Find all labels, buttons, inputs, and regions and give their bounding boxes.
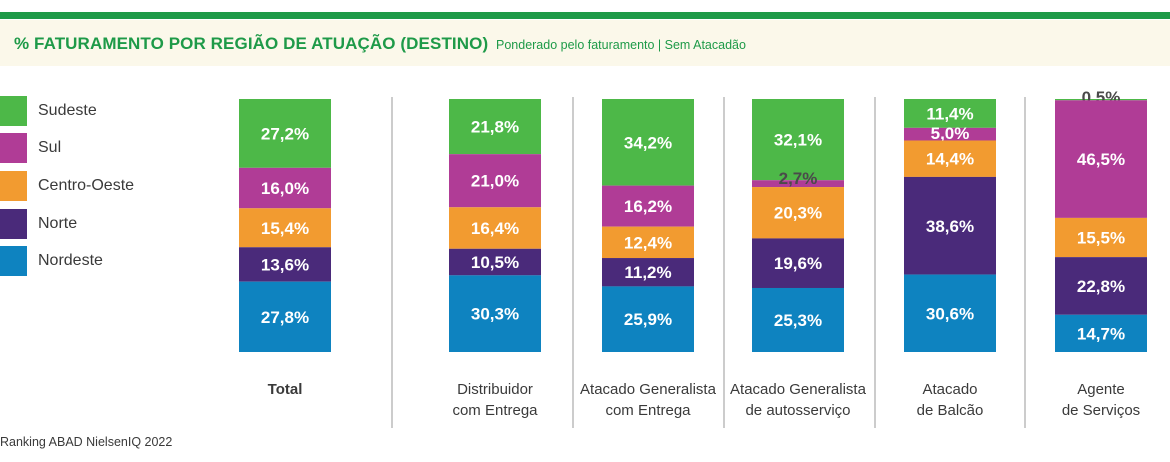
bar-segment-centro-oeste-atacado-generalista-com-entrega [602, 226, 694, 259]
bar-segment-centro-oeste-agente-de-servicos [1055, 217, 1147, 258]
data-label-nordeste-distribuidor-com-entrega: 30,3% [471, 305, 519, 324]
category-label-atacado-de-balcao-line-1: Atacado [922, 381, 977, 398]
data-label-sul-agente-de-servicos: 46,5% [1077, 150, 1125, 169]
chart-subtitle: Ponderado pelo faturamento | Sem Atacadã… [496, 38, 746, 52]
data-label-norte-atacado-generalista-com-entrega: 11,2% [624, 263, 671, 282]
legend-swatch-nordeste [0, 246, 27, 276]
data-label-nordeste-atacado-de-balcao: 30,6% [926, 304, 974, 323]
category-label-atacado-de-balcao-line-2: de Balcão [917, 402, 984, 419]
data-label-centro-oeste-atacado-generalista-com-entrega: 12,4% [624, 233, 672, 252]
legend-item-centro-oeste: Centro-Oeste [0, 171, 200, 201]
data-label-centro-oeste-total: 15,4% [261, 219, 309, 238]
top-accent-bar [0, 12, 1170, 19]
legend-label-nordeste: Nordeste [38, 252, 103, 269]
data-label-sudeste-atacado-generalista-de-autosservico: 32,1% [774, 131, 822, 150]
data-label-sul-distribuidor-com-entrega: 21,0% [471, 172, 519, 191]
header-band [0, 20, 1170, 66]
legend-item-norte: Norte [0, 209, 200, 239]
bar-segment-sudeste-distribuidor-com-entrega [449, 99, 541, 155]
category-label-atacado-generalista-de-autosservico-line-2: de autosserviço [745, 402, 850, 419]
data-label-nordeste-atacado-generalista-com-entrega: 25,9% [624, 310, 672, 329]
legend-swatch-sul [0, 133, 27, 163]
legend-swatch-sudeste [0, 96, 27, 126]
bar-segment-sul-total [239, 167, 331, 209]
category-label-atacado-generalista-de-autosservico-line-1: Atacado Generalista [730, 381, 867, 398]
data-label-centro-oeste-distribuidor-com-entrega: 16,4% [471, 219, 519, 238]
data-label-nordeste-atacado-generalista-de-autosservico: 25,3% [774, 311, 822, 330]
bar-segment-sudeste-atacado-de-balcao [904, 99, 996, 128]
legend-label-sudeste: Sudeste [38, 102, 97, 119]
bar-segment-centro-oeste-total [239, 208, 331, 248]
bar-segment-norte-agente-de-servicos [1055, 257, 1147, 315]
bar-segment-sudeste-atacado-generalista-de-autosservico [752, 99, 844, 181]
bar-segment-centro-oeste-atacado-generalista-de-autosservico [752, 187, 844, 239]
bar-segment-sul-distribuidor-com-entrega [449, 154, 541, 208]
data-label-sul-atacado-de-balcao: 5,0% [931, 124, 970, 143]
data-label-norte-distribuidor-com-entrega: 10,5% [471, 253, 519, 272]
category-label-atacado-generalista-com-entrega-line-2: com Entrega [605, 402, 691, 419]
bar-segment-nordeste-atacado-generalista-de-autosservico [752, 287, 844, 352]
legend-swatch-norte [0, 209, 27, 239]
bar-segment-nordeste-distribuidor-com-entrega [449, 275, 541, 352]
data-label-sudeste-distribuidor-com-entrega: 21,8% [471, 118, 519, 137]
data-label-sudeste-atacado-de-balcao: 11,4% [926, 104, 973, 123]
data-label-sul-atacado-generalista-com-entrega: 16,2% [624, 197, 672, 216]
bar-segment-nordeste-total [239, 281, 331, 352]
bar-segment-norte-atacado-generalista-de-autosservico [752, 238, 844, 288]
category-label-agente-de-servicos-line-2: de Serviços [1062, 402, 1140, 419]
category-label-atacado-generalista-com-entrega-line-1: Atacado Generalista [580, 381, 717, 398]
bar-segment-norte-atacado-de-balcao [904, 176, 996, 275]
data-label-norte-agente-de-servicos: 22,8% [1077, 277, 1125, 296]
legend-item-sul: Sul [0, 133, 200, 163]
bar-segment-sudeste-agente-de-servicos [1055, 99, 1147, 101]
legend-swatch-centro-oeste [0, 171, 27, 201]
data-label-norte-atacado-generalista-de-autosservico: 19,6% [774, 254, 822, 273]
bar-segment-nordeste-atacado-de-balcao [904, 274, 996, 352]
bar-segment-centro-oeste-distribuidor-com-entrega [449, 207, 541, 249]
bar-segment-sul-atacado-generalista-com-entrega [602, 185, 694, 227]
bar-segment-norte-distribuidor-com-entrega [449, 248, 541, 276]
bar-segment-sudeste-total [239, 99, 331, 168]
data-label-nordeste-total: 27,8% [261, 308, 309, 327]
legend-item-nordeste: Nordeste [0, 246, 200, 276]
category-label-distribuidor-com-entrega-line-2: com Entrega [452, 402, 538, 419]
bar-segment-sul-atacado-de-balcao [904, 127, 996, 141]
legend-item-sudeste: Sudeste [0, 96, 200, 126]
category-label-distribuidor-com-entrega-line-1: Distribuidor [457, 381, 533, 398]
data-label-sul-atacado-generalista-de-autosservico: 2,7% [779, 169, 818, 188]
category-label-total: Total [268, 381, 303, 398]
data-label-centro-oeste-atacado-de-balcao: 14,4% [926, 150, 974, 169]
bar-segment-nordeste-atacado-generalista-com-entrega [602, 286, 694, 352]
data-label-sudeste-atacado-generalista-com-entrega: 34,2% [624, 133, 672, 152]
legend-label-centro-oeste: Centro-Oeste [38, 177, 135, 194]
bar-segment-norte-total [239, 247, 331, 282]
data-label-sudeste-total: 27,2% [261, 124, 309, 143]
data-label-norte-atacado-de-balcao: 38,6% [926, 217, 974, 236]
data-label-norte-total: 13,6% [261, 255, 309, 274]
data-label-centro-oeste-agente-de-servicos: 15,5% [1077, 229, 1125, 248]
source-note: Ranking ABAD NielsenIQ 2022 [0, 435, 173, 449]
bar-segment-centro-oeste-atacado-de-balcao [904, 140, 996, 177]
legend-label-sul: Sul [38, 139, 62, 156]
data-label-centro-oeste-atacado-generalista-de-autosservico: 20,3% [774, 204, 822, 223]
bar-segment-sudeste-atacado-generalista-com-entrega [602, 99, 694, 186]
category-label-agente-de-servicos-line-1: Agente [1077, 381, 1125, 398]
bar-segment-norte-atacado-generalista-com-entrega [602, 258, 694, 287]
data-label-sul-total: 16,0% [261, 179, 309, 198]
data-label-nordeste-agente-de-servicos: 14,7% [1077, 324, 1125, 343]
bar-segment-sul-agente-de-servicos [1055, 100, 1147, 218]
legend-label-norte: Norte [38, 215, 78, 232]
bar-segment-nordeste-agente-de-servicos [1055, 314, 1147, 352]
chart-title: % FATURAMENTO POR REGIÃO DE ATUAÇÃO (DES… [14, 34, 489, 53]
bar-segment-sul-atacado-generalista-de-autosservico [752, 180, 844, 188]
